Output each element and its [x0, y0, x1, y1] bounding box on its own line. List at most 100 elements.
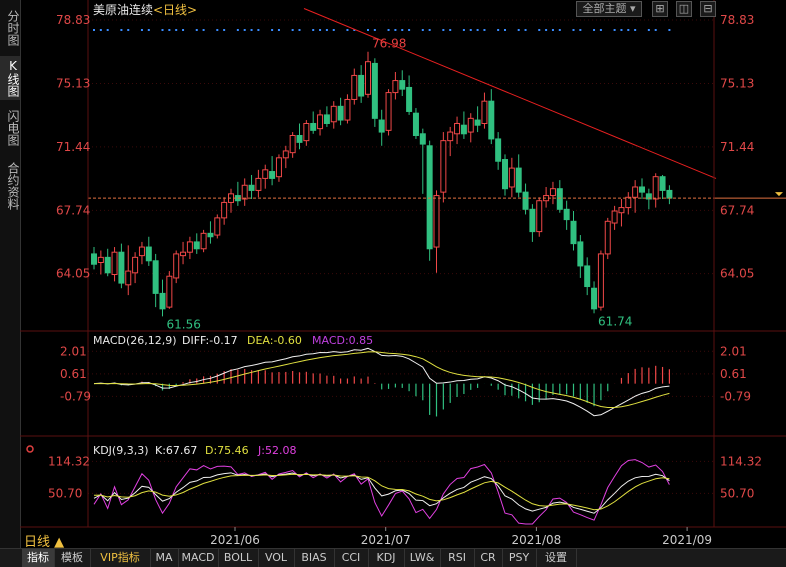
grid-layout-icon[interactable]: ⊞: [652, 1, 668, 17]
candle-body: [207, 232, 214, 238]
signal-dot: [647, 29, 650, 31]
candle-body: [310, 122, 317, 131]
candle-body: [419, 133, 426, 145]
candle-body: [371, 62, 378, 119]
signal-dot: [634, 29, 637, 31]
split-layout-icon[interactable]: ◫: [676, 1, 692, 17]
kdj-j-line: [93, 459, 670, 525]
candle-body: [248, 184, 255, 191]
tab-5[interactable]: BOLL: [218, 549, 259, 567]
signal-dot: [668, 29, 671, 31]
signal-dot: [579, 29, 582, 31]
signal-dot: [147, 29, 150, 31]
candle-body: [618, 207, 625, 214]
tab-0[interactable]: 指标: [22, 549, 55, 567]
macd-readout: MACD:0.85: [312, 334, 373, 347]
signal-dot: [319, 29, 322, 31]
candle-body: [639, 186, 645, 193]
candle-body: [426, 145, 433, 250]
candle-body: [317, 114, 324, 130]
signal-dot: [250, 29, 253, 31]
candle-body: [289, 135, 296, 154]
signal-dot: [182, 29, 185, 31]
candle-body: [659, 176, 666, 191]
signal-dot: [421, 29, 424, 31]
tab-2[interactable]: VIP指标: [90, 549, 151, 567]
tab-9[interactable]: KDJ: [368, 549, 405, 567]
tab-4[interactable]: MACD: [178, 549, 219, 567]
candle-body: [138, 246, 145, 257]
kdj-tick-right: 114.32: [720, 454, 762, 468]
candle-body: [591, 287, 598, 310]
candle-body: [584, 265, 591, 288]
kdj-k-line: [93, 472, 670, 514]
signal-dot: [545, 29, 548, 31]
signal-dot: [551, 29, 554, 31]
signal-dot: [483, 29, 486, 31]
settings-dot-icon: [26, 445, 34, 453]
tab-1[interactable]: 模板: [54, 549, 91, 567]
price-pane: 美原油连续 <日线> 76.98 61.56 61.74: [88, 2, 786, 331]
theme-dropdown[interactable]: 全部主题 ▾: [576, 1, 642, 17]
nav-item-0[interactable]: 分时图: [6, 10, 20, 46]
candle-body: [433, 195, 440, 248]
signal-dot: [497, 29, 500, 31]
kdj-title: KDJ(9,3,3): [93, 444, 149, 457]
tab-12[interactable]: CR: [474, 549, 503, 567]
tab-8[interactable]: CCI: [334, 549, 369, 567]
signal-dot: [271, 29, 274, 31]
period-link: <日线>: [153, 3, 197, 17]
candle-body: [549, 188, 556, 197]
tab-6[interactable]: VOL: [258, 549, 295, 567]
candle-body: [611, 210, 618, 224]
macd-dea-readout: DEA:-0.60: [247, 334, 302, 347]
signal-dot: [325, 29, 328, 31]
signal-dot: [161, 29, 164, 31]
candle-body: [282, 150, 289, 159]
candle-body: [193, 241, 200, 250]
candle-body: [412, 112, 419, 137]
candle-body: [275, 157, 282, 178]
candle-body: [145, 246, 152, 262]
tab-14[interactable]: 设置: [536, 549, 577, 567]
kdj-k-readout: K:67.67: [155, 444, 197, 457]
nav-item-2[interactable]: 闪电图: [6, 110, 20, 146]
period-label[interactable]: 日线 ▲: [24, 535, 65, 550]
candle-body: [495, 138, 502, 162]
price-tick-left: 64.05: [56, 267, 90, 281]
candle-body: [118, 251, 125, 284]
signal-dot: [558, 29, 561, 31]
tab-3[interactable]: MA: [150, 549, 179, 567]
nav-item-3[interactable]: 合约资料: [6, 162, 20, 210]
candle-body: [488, 100, 495, 140]
candle-body: [351, 74, 358, 100]
candle-body: [303, 122, 310, 142]
macd-title: MACD(26,12,9): [93, 334, 177, 347]
candle-body: [344, 98, 351, 121]
extreme-label: 76.98: [372, 37, 406, 51]
signal-dot: [627, 29, 630, 31]
x-tick-label: 2021/09: [662, 533, 712, 547]
candle-body: [323, 114, 330, 124]
nav-item-1[interactable]: K线图: [0, 56, 20, 100]
candle-body: [385, 92, 392, 131]
signal-dot: [312, 29, 315, 31]
tab-11[interactable]: RSI: [440, 549, 475, 567]
candle-body: [454, 122, 461, 135]
x-tick-label: 2021/08: [511, 533, 561, 547]
candle-body: [467, 117, 474, 133]
candle-body: [166, 275, 173, 308]
window-layout-icon[interactable]: ⊟: [700, 1, 716, 17]
bottom-tabs: 指标 模板 VIP指标 MA MACD BOLL VOL BIAS CCI KDJ LW& RSI CR…: [0, 548, 786, 567]
trend-line: [303, 8, 717, 179]
candle-body: [214, 217, 221, 236]
tab-13[interactable]: PSY: [502, 549, 537, 567]
candle-body: [186, 241, 193, 253]
price-tick-left: 67.74: [56, 203, 90, 217]
candle-body: [221, 201, 228, 219]
candle-body: [173, 253, 180, 279]
kdj-pane: KDJ(9,3,3) K:67.67 D:75.46 J:52.08: [26, 444, 714, 525]
tab-7[interactable]: BIAS: [294, 549, 335, 567]
tab-10[interactable]: LW&: [404, 549, 441, 567]
